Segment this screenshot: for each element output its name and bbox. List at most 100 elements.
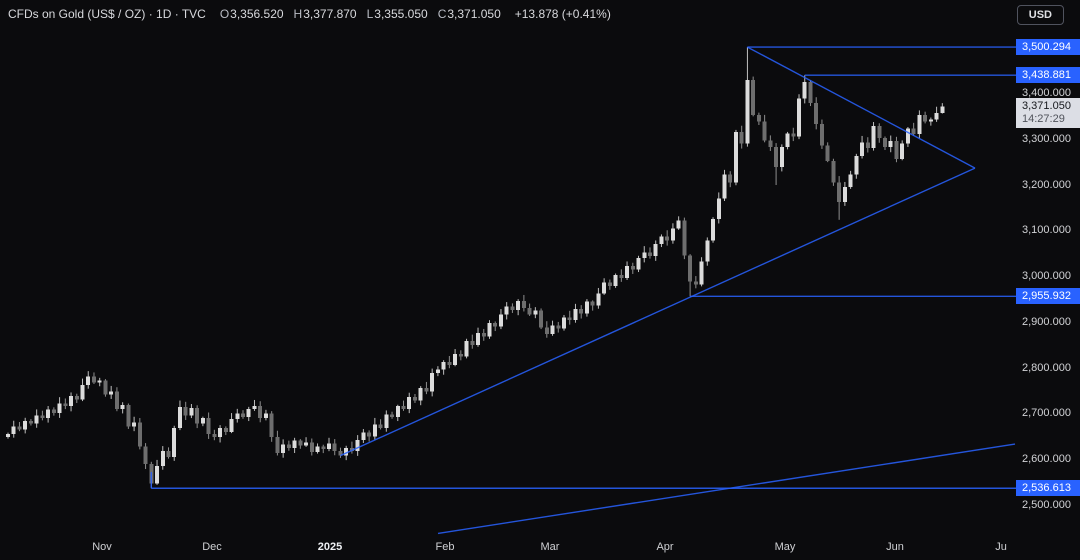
candle bbox=[464, 338, 469, 359]
candle bbox=[739, 125, 744, 149]
candle bbox=[607, 279, 612, 290]
price-axis[interactable]: 3,400.000 3,300.000 3,200.000 3,100.000 3,00… bbox=[1016, 28, 1080, 535]
low-value: L 3,355.050 bbox=[366, 7, 428, 21]
candle bbox=[934, 106, 939, 122]
price-tick-label: 3,200.000 bbox=[1022, 178, 1071, 191]
price-tick-label: 3,300.000 bbox=[1022, 132, 1071, 145]
time-axis-label: Mar bbox=[540, 541, 560, 553]
candle bbox=[212, 429, 217, 441]
candle bbox=[458, 350, 463, 361]
candle bbox=[613, 273, 618, 288]
time-axis[interactable]: Nov Dec 2025 Feb Mar Apr May Jun Ju bbox=[0, 535, 1016, 560]
candle bbox=[57, 397, 62, 418]
candle bbox=[550, 320, 555, 336]
candle bbox=[917, 110, 922, 139]
candle bbox=[865, 137, 870, 153]
candle bbox=[34, 409, 39, 428]
candle bbox=[355, 435, 360, 456]
candle bbox=[688, 254, 693, 297]
candle bbox=[539, 308, 544, 330]
candle bbox=[177, 400, 182, 431]
candle bbox=[235, 408, 240, 423]
bar-countdown-timer: 14:27:29 bbox=[1022, 113, 1065, 126]
candle bbox=[877, 123, 882, 143]
candle bbox=[676, 216, 681, 230]
candle bbox=[28, 419, 33, 426]
candle bbox=[630, 262, 635, 274]
candle bbox=[51, 407, 56, 416]
candle bbox=[114, 387, 119, 412]
high-value: H 3,377.870 bbox=[293, 7, 357, 21]
price-tick-label: 2,600.000 bbox=[1022, 453, 1071, 466]
candle bbox=[17, 422, 22, 432]
price-tick-label: 3,100.000 bbox=[1022, 224, 1071, 237]
candle bbox=[263, 409, 268, 421]
candle bbox=[326, 437, 331, 452]
candle bbox=[837, 176, 842, 220]
candle bbox=[137, 418, 142, 450]
candle bbox=[751, 76, 756, 117]
candle bbox=[384, 410, 389, 432]
candle bbox=[200, 416, 205, 427]
candle bbox=[401, 400, 406, 411]
candle bbox=[854, 153, 859, 179]
candle bbox=[223, 426, 228, 436]
candle bbox=[647, 247, 652, 259]
current-price-value: 3,371.050 bbox=[1022, 100, 1071, 113]
candle bbox=[825, 142, 830, 163]
candle bbox=[390, 411, 395, 419]
candle bbox=[659, 234, 664, 248]
candle bbox=[860, 135, 865, 159]
candle bbox=[258, 401, 263, 423]
candle bbox=[395, 404, 400, 422]
price-change: +13.878 (+0.41%) bbox=[514, 7, 611, 21]
trendline-triangle-support[interactable] bbox=[340, 167, 976, 457]
candle bbox=[722, 169, 727, 201]
candle bbox=[711, 217, 716, 243]
price-tick-label: 3,400.000 bbox=[1022, 87, 1071, 99]
candle bbox=[756, 112, 761, 125]
candle bbox=[642, 246, 647, 263]
time-axis-label: 2025 bbox=[317, 541, 343, 553]
candle bbox=[791, 127, 796, 142]
candle bbox=[762, 114, 767, 143]
candle bbox=[797, 94, 802, 140]
candle bbox=[894, 136, 899, 163]
candle bbox=[819, 119, 824, 149]
candle bbox=[573, 303, 578, 323]
candle bbox=[286, 440, 291, 451]
candle bbox=[407, 392, 412, 414]
candle bbox=[91, 372, 96, 385]
candle bbox=[292, 437, 297, 453]
candle bbox=[521, 294, 526, 312]
candle bbox=[69, 392, 74, 412]
trendline-triangle-resistance[interactable] bbox=[747, 46, 976, 169]
trendline-long-term-support[interactable] bbox=[437, 443, 1016, 535]
candle bbox=[728, 171, 733, 188]
ohlc-values: O 3,356.520 H 3,377.870 L 3,355.050 C 3,371.… bbox=[220, 7, 501, 21]
candle bbox=[103, 379, 108, 397]
currency-button[interactable]: USD bbox=[1016, 5, 1064, 25]
candle bbox=[527, 303, 532, 316]
candle bbox=[774, 143, 779, 186]
candle bbox=[602, 278, 607, 295]
candle bbox=[476, 327, 481, 347]
candle bbox=[699, 257, 704, 287]
candle bbox=[842, 181, 847, 206]
open-value: O 3,356.520 bbox=[219, 7, 284, 21]
candle bbox=[808, 80, 813, 107]
candle bbox=[768, 135, 773, 151]
candle bbox=[544, 321, 549, 338]
candle bbox=[435, 366, 440, 377]
candle bbox=[716, 192, 721, 224]
price-level-badge: 3,500.294 bbox=[1016, 39, 1080, 56]
symbol-title[interactable]: CFDs on Gold (US$ / OZ) · 1D · TVC bbox=[8, 7, 206, 21]
candle bbox=[418, 386, 423, 406]
candle bbox=[372, 417, 377, 440]
candle bbox=[928, 117, 933, 126]
current-price-badge: 3,371.050 14:27:29 bbox=[1016, 98, 1080, 129]
candle bbox=[779, 144, 784, 172]
time-axis-label: Feb bbox=[435, 541, 455, 553]
